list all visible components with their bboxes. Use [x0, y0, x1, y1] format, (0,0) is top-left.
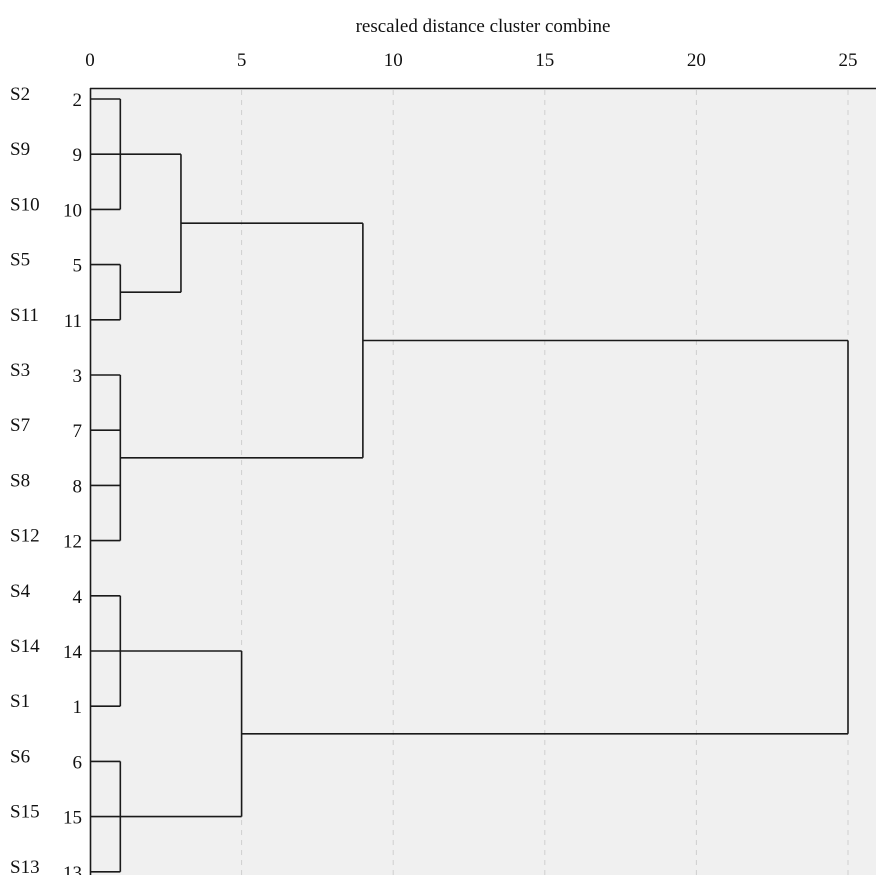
x-tick-label: 20 — [687, 50, 706, 71]
leaf-number-label: 12 — [63, 532, 82, 553]
leaf-name-label: S14 — [10, 636, 40, 657]
x-tick-label: 0 — [85, 50, 95, 71]
x-tick-label: 5 — [237, 50, 247, 71]
dendrogram-branches — [90, 98, 849, 873]
leaf-number-label: 3 — [73, 366, 83, 387]
leaf-number-label: 9 — [73, 145, 83, 166]
leaf-name-label: S15 — [10, 802, 40, 823]
x-tick-label: 25 — [839, 50, 858, 71]
leaf-name-label: S6 — [10, 746, 30, 767]
leaf-number-label: 7 — [73, 421, 83, 442]
x-axis-title: rescaled distance cluster combine — [356, 16, 611, 37]
plot-background — [90, 88, 876, 875]
leaf-name-label: S4 — [10, 581, 31, 602]
leaf-name-label: S2 — [10, 84, 30, 105]
leaf-number-label: 14 — [63, 642, 83, 663]
x-tick-label: 15 — [535, 50, 554, 71]
leaf-name-label: S13 — [10, 857, 40, 875]
leaf-number-label: 1 — [73, 697, 83, 718]
leaf-number-label: 6 — [73, 752, 83, 773]
x-axis — [89, 87, 876, 875]
leaf-number-label: 11 — [64, 311, 82, 332]
leaf-number-label: 4 — [73, 587, 83, 608]
leaf-name-label: S12 — [10, 526, 40, 547]
leaf-name-label: S3 — [10, 360, 30, 381]
leaf-name-label: S8 — [10, 470, 30, 491]
tick-labels: 0 5 10 15 20 25 — [85, 50, 857, 71]
leaf-name-label: S1 — [10, 691, 30, 712]
leaf-name-label: S9 — [10, 139, 30, 160]
leaf-name-label: S7 — [10, 415, 30, 436]
x-tick-label: 10 — [384, 50, 403, 71]
leaf-number-label: 15 — [63, 808, 82, 829]
leaf-name-label: S10 — [10, 194, 40, 215]
leaf-name-label: S11 — [10, 305, 39, 326]
leaf-number-label: 13 — [63, 863, 82, 875]
leaf-number-label: 8 — [73, 476, 83, 497]
leaf-number-label: 5 — [73, 256, 83, 277]
leaf-number-label: 2 — [73, 90, 83, 111]
leaf-number-label: 10 — [63, 200, 82, 221]
leaf-name-label: S5 — [10, 250, 30, 271]
